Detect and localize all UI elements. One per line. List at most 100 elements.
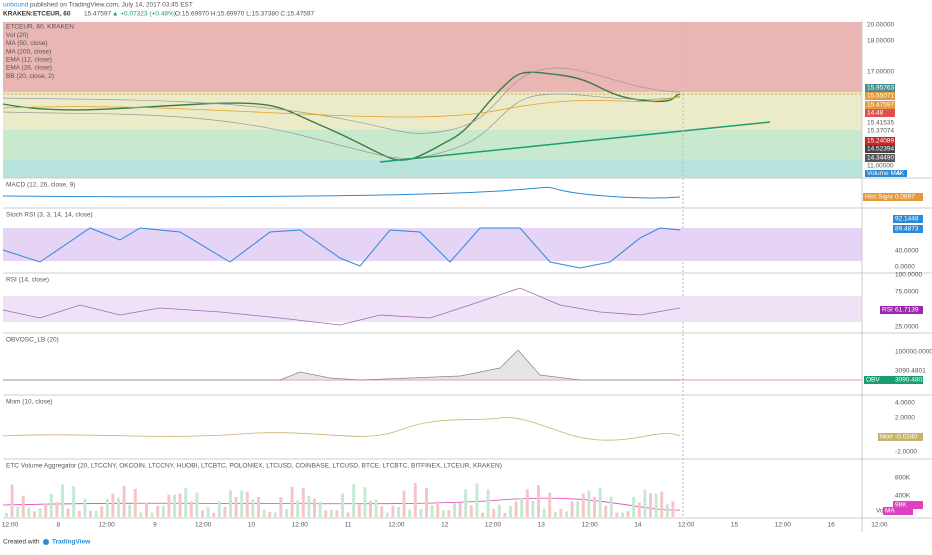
volume-bar — [542, 508, 546, 517]
x-tick-label: 10 — [248, 522, 256, 529]
volume-bar — [83, 498, 87, 517]
x-tick-label: 11 — [345, 522, 352, 529]
price-label: 14.48 — [867, 110, 884, 117]
price-label: 15.41535 — [867, 120, 894, 127]
volume-bar — [257, 497, 260, 517]
value-badge — [893, 193, 923, 201]
volume-bar — [531, 500, 535, 517]
volume-ma-label: Volume MA — [867, 170, 901, 177]
volume-bar — [671, 501, 675, 517]
volume-bar — [402, 490, 406, 517]
bb-upper — [2, 67, 681, 134]
pane-label: 3090.4801 — [895, 377, 926, 384]
volume-bar — [128, 504, 132, 517]
volume-bar — [122, 485, 126, 517]
stoch-line — [2, 227, 681, 269]
x-tick-label: 12:00 — [581, 522, 598, 529]
x-tick-label: 12:00 — [775, 522, 792, 529]
footer-created: Created with — [3, 539, 40, 546]
vol-ma — [2, 497, 681, 511]
volume-bar — [425, 487, 428, 517]
value-badge — [883, 507, 913, 515]
pane-label: 400K — [895, 493, 911, 500]
pane-label: 0.0000 — [895, 264, 915, 271]
volume-bar — [357, 504, 361, 517]
volume-bar — [178, 493, 182, 517]
volume-bar — [223, 506, 227, 517]
volume-bar — [391, 505, 395, 517]
legend-entry: MA (200, close) — [6, 48, 51, 55]
volume-bar — [615, 512, 619, 517]
volume-bar — [341, 493, 344, 517]
price-label: 15.47597 — [867, 102, 894, 109]
volume-bar — [262, 509, 266, 517]
x-tick-label: 12:00 — [98, 522, 115, 529]
volume-bar — [173, 494, 176, 517]
volume-bar — [10, 484, 14, 517]
price-trace — [2, 71, 681, 161]
footer-brand[interactable]: TradingView — [52, 539, 91, 546]
volume-bar — [458, 502, 462, 517]
volume-bar — [251, 499, 255, 517]
volume-bar — [654, 493, 658, 517]
volume-bar — [436, 501, 440, 517]
pane-title: RSI (14, close) — [6, 277, 49, 284]
legend-entry: EMA (12, close) — [6, 57, 52, 64]
x-tick-label: 16 — [827, 522, 835, 529]
price-label: 14.34490 — [867, 155, 894, 162]
author[interactable]: unbound — [3, 2, 29, 9]
symbol: KRAKEN:ETCEUR, 60 — [3, 11, 71, 18]
price-label: 11.00000 — [867, 163, 894, 170]
mom-line — [2, 417, 681, 441]
legend-entry: Vol (20) — [6, 32, 28, 39]
x-tick-label: 12:00 — [485, 522, 502, 529]
pane-label: 92.1448 — [895, 216, 919, 223]
volume-bar — [481, 512, 484, 517]
pane-label: 75.0000 — [895, 289, 919, 296]
volume-bar — [296, 500, 300, 517]
x-tick-label: 12 — [441, 522, 449, 529]
volume-bar — [329, 509, 333, 517]
volume-bar — [637, 502, 641, 517]
volume-bar — [503, 512, 507, 517]
pane-label: 800K — [895, 475, 911, 482]
volume-bar — [570, 501, 574, 517]
volume-bar — [352, 484, 356, 517]
volume-bar — [621, 512, 624, 517]
price-badge — [865, 101, 895, 109]
ohlc: O:15.69970 H:15.69970 L:15.37380 C:15.47… — [175, 11, 315, 18]
volume-bar — [593, 496, 596, 517]
volume-bar — [301, 488, 305, 517]
volume-bar — [16, 506, 20, 517]
volume-bar — [105, 499, 109, 517]
volume-bar — [27, 507, 31, 517]
pane-label: 25.0000 — [895, 324, 919, 331]
pane-title: MACD (12, 26, close, 9) — [6, 182, 75, 189]
bb-lower — [2, 93, 681, 159]
pane-label: 0.0697 — [895, 194, 915, 201]
volume-bar — [447, 510, 451, 517]
volume-bar — [413, 483, 417, 517]
x-tick-label: 9 — [153, 522, 157, 529]
x-tick-label: 12:00 — [678, 522, 695, 529]
volume-bar — [660, 491, 664, 517]
x-tick-label: 12:00 — [292, 522, 309, 529]
volume-bar — [565, 511, 568, 517]
legend-entry: ETCEUR, 60, KRAKEN — [6, 24, 74, 31]
price-label: 15.55071 — [867, 93, 894, 100]
volume-bar — [66, 508, 70, 517]
pane-label: 4.0000 — [895, 400, 915, 407]
pane-label: -2.0000 — [895, 449, 917, 456]
pane-label: Mom — [880, 434, 894, 441]
pane-label: -0.0240 — [895, 434, 917, 441]
volume-bar — [229, 490, 232, 517]
price-label: 14.52394 — [867, 146, 894, 153]
volume-bar — [206, 507, 210, 517]
volume-bar — [217, 501, 221, 517]
volume-bar — [408, 509, 412, 517]
x-tick-label: 12:00 — [871, 522, 888, 529]
value-badge — [893, 225, 923, 233]
rsi-line — [2, 287, 681, 326]
last: 15.47597 — [84, 11, 111, 18]
